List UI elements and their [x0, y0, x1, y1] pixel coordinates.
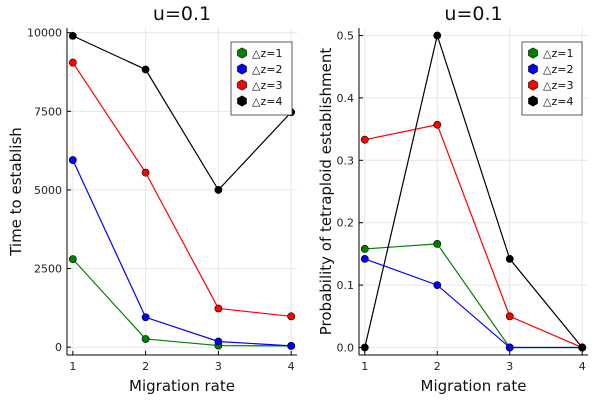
y-tick-label: 2500: [34, 263, 62, 276]
series-line: [364, 124, 583, 349]
series-line: [72, 35, 292, 191]
legend-entry: △z=3: [252, 79, 282, 92]
legend-entry: △z=4: [252, 95, 282, 108]
data-point: [141, 168, 150, 177]
chart-panel-2: 1 2 3 4 0.0 0.1 0.2 0.3 0.4 0.5 u=0.1 Migration rat…: [317, 3, 588, 395]
y-tick-label: 0.2: [337, 217, 355, 230]
chart-title: u=0.1: [444, 3, 502, 25]
y-axis-label: Time to establish: [7, 127, 25, 257]
data-point: [287, 341, 296, 350]
data-point: [68, 156, 77, 164]
legend-entry: △z=2: [543, 63, 573, 76]
legend-entry: △z=1: [543, 47, 573, 60]
data-point: [141, 335, 150, 343]
y-tick-label: 0.5: [337, 29, 355, 42]
y-tick-label: 0.1: [337, 279, 355, 292]
data-point: [360, 343, 369, 352]
x-tick-label: 2: [142, 360, 149, 373]
data-point: [360, 135, 369, 144]
x-axis-label: Migration rate: [421, 377, 527, 395]
series-line: [72, 62, 292, 317]
legend-marker: [237, 79, 247, 91]
y-tick-label: 5000: [34, 184, 62, 197]
data-point: [578, 343, 587, 352]
legend-marker: [528, 63, 538, 75]
data-point: [433, 240, 442, 248]
y-tick-label: 0: [55, 341, 62, 354]
series-line: [72, 258, 292, 347]
chart-panel-1: 1 2 3 4 0 2500 5000 7500 10000 u=0.1 Migration rat…: [7, 3, 297, 395]
data-point: [505, 312, 514, 321]
data-point: [68, 31, 77, 40]
chart-title: u=0.1: [153, 3, 211, 25]
data-point: [433, 281, 442, 290]
y-tick-label: 0.4: [337, 92, 355, 105]
legend-entry: △z=1: [252, 47, 282, 60]
data-point: [214, 304, 223, 313]
y-tick-label: 0.3: [337, 154, 355, 167]
series-line: [72, 159, 292, 347]
legend-marker: [528, 79, 538, 91]
data-point: [68, 255, 77, 264]
legend-entry: △z=2: [252, 63, 282, 76]
data-point: [214, 186, 223, 194]
x-tick-label: 2: [434, 360, 441, 373]
legend-marker: [528, 95, 538, 107]
x-tick-label: 4: [579, 360, 586, 373]
data-point: [433, 31, 442, 40]
y-tick-label: 7500: [34, 105, 62, 118]
legend-entry: △z=3: [543, 79, 573, 92]
x-tick-label: 4: [288, 360, 295, 373]
data-point: [141, 65, 150, 74]
x-tick-label: 3: [506, 360, 513, 373]
data-point: [505, 343, 514, 352]
x-tick-label: 1: [69, 360, 76, 373]
legend-marker: [237, 63, 247, 75]
data-point: [214, 337, 223, 346]
y-axis-label: Probability of tetraploid establishment: [317, 48, 335, 336]
data-point: [287, 312, 296, 321]
x-tick-label: 3: [215, 360, 222, 373]
data-point: [360, 245, 369, 253]
x-tick-label: 1: [361, 360, 368, 373]
data-point: [141, 313, 150, 322]
x-axis-label: Migration rate: [129, 377, 235, 395]
series-line: [364, 33, 583, 348]
legend-marker: [237, 47, 247, 59]
series-line: [364, 243, 583, 349]
data-point: [360, 254, 369, 263]
data-point: [68, 58, 77, 67]
legend-marker: [528, 47, 538, 59]
data-point: [505, 254, 514, 263]
legend-marker: [237, 95, 247, 107]
data-point: [433, 120, 442, 129]
y-tick-label: 0.0: [337, 342, 355, 355]
y-tick-label: 10000: [27, 27, 62, 40]
series-line: [364, 258, 583, 349]
legend-entry: △z=4: [543, 95, 573, 108]
